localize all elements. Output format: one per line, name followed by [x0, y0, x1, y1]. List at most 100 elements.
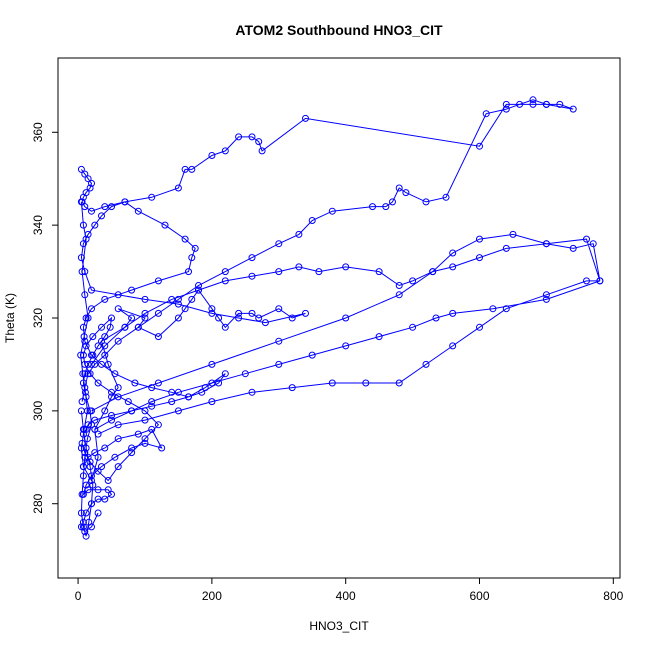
data-point	[101, 333, 109, 341]
data-point	[101, 444, 109, 452]
x-axis-label: HNO3_CIT	[309, 619, 369, 633]
data-point	[476, 323, 483, 331]
data-point	[422, 198, 430, 206]
data-point	[375, 268, 383, 276]
data-point	[141, 314, 149, 322]
data-point	[83, 435, 91, 443]
data-point	[78, 439, 86, 447]
data-point	[181, 165, 189, 173]
data-point	[208, 152, 216, 159]
data-point	[141, 309, 149, 317]
data-point	[583, 235, 590, 243]
data-point	[101, 407, 109, 415]
data-point	[79, 193, 87, 201]
data-point	[98, 212, 105, 220]
data-point	[188, 254, 196, 262]
data-point	[88, 305, 95, 313]
data-point	[98, 360, 105, 368]
data-point	[275, 337, 283, 345]
data-point	[134, 323, 142, 331]
data-point	[94, 379, 102, 387]
data-point	[81, 268, 89, 276]
data-point	[432, 314, 440, 322]
data-point	[82, 314, 90, 322]
data-point	[111, 370, 119, 378]
data-point	[168, 398, 176, 406]
data-point	[128, 407, 136, 415]
data-point	[77, 165, 85, 173]
data-point	[81, 170, 89, 178]
series-line	[91, 233, 601, 412]
data-point	[502, 100, 510, 108]
data-point	[88, 523, 95, 531]
data-point	[101, 342, 109, 350]
data-point	[154, 333, 162, 341]
y-tick-label: 280	[31, 493, 45, 513]
data-point	[569, 105, 577, 113]
data-point	[476, 235, 483, 243]
data-point	[81, 384, 89, 392]
data-point	[88, 207, 95, 215]
y-tick-label: 360	[31, 122, 45, 142]
data-point	[89, 333, 97, 341]
data-point	[235, 133, 243, 141]
data-point	[596, 277, 604, 285]
data-point	[98, 323, 105, 331]
data-point	[82, 444, 90, 452]
data-point	[84, 175, 92, 183]
data-point	[295, 230, 303, 238]
data-point	[111, 453, 119, 461]
data-point	[489, 305, 497, 313]
data-point	[91, 416, 99, 424]
data-point	[77, 523, 85, 531]
data-point	[375, 333, 383, 341]
data-point	[208, 398, 216, 406]
data-point	[81, 291, 89, 299]
data-point	[79, 518, 87, 526]
series-line	[80, 99, 574, 402]
data-point	[84, 486, 92, 494]
data-point	[288, 314, 296, 322]
data-point	[94, 342, 102, 350]
series-3	[88, 230, 604, 415]
data-point	[141, 439, 149, 447]
data-point	[154, 309, 162, 317]
data-point	[556, 100, 564, 108]
data-point	[121, 323, 129, 331]
axes: 0 200 400 600 800 280 300 320 340 360	[31, 122, 624, 603]
data-point	[148, 193, 156, 201]
chart-title: ATOM2 Southbound HNO3_CIT	[235, 22, 443, 38]
data-point	[395, 379, 403, 387]
series-4	[91, 277, 604, 438]
data-point	[108, 490, 115, 498]
data-point	[91, 221, 99, 229]
data-point	[88, 286, 95, 294]
y-tick-label: 300	[31, 401, 45, 421]
data-point	[198, 388, 206, 396]
data-point	[195, 282, 202, 289]
data-point	[79, 490, 87, 498]
data-point	[86, 463, 94, 471]
data-point	[128, 449, 136, 457]
data-point	[248, 309, 256, 317]
data-point	[84, 370, 92, 378]
x-tick-label: 0	[75, 589, 82, 603]
data-point	[94, 467, 102, 475]
data-point	[124, 398, 132, 406]
data-point	[395, 282, 403, 289]
data-point	[402, 189, 410, 197]
data-point	[84, 421, 92, 429]
data-point	[275, 240, 283, 248]
data-point	[79, 221, 87, 229]
data-point	[148, 402, 156, 410]
data-point	[542, 100, 550, 108]
data-point	[114, 337, 122, 345]
data-point	[114, 421, 122, 429]
data-point	[114, 305, 122, 313]
series-2	[77, 96, 577, 406]
data-point	[128, 286, 136, 294]
data-point	[542, 240, 550, 248]
data-point	[395, 291, 403, 299]
data-point	[79, 240, 87, 248]
y-tick-label: 340	[31, 215, 45, 235]
